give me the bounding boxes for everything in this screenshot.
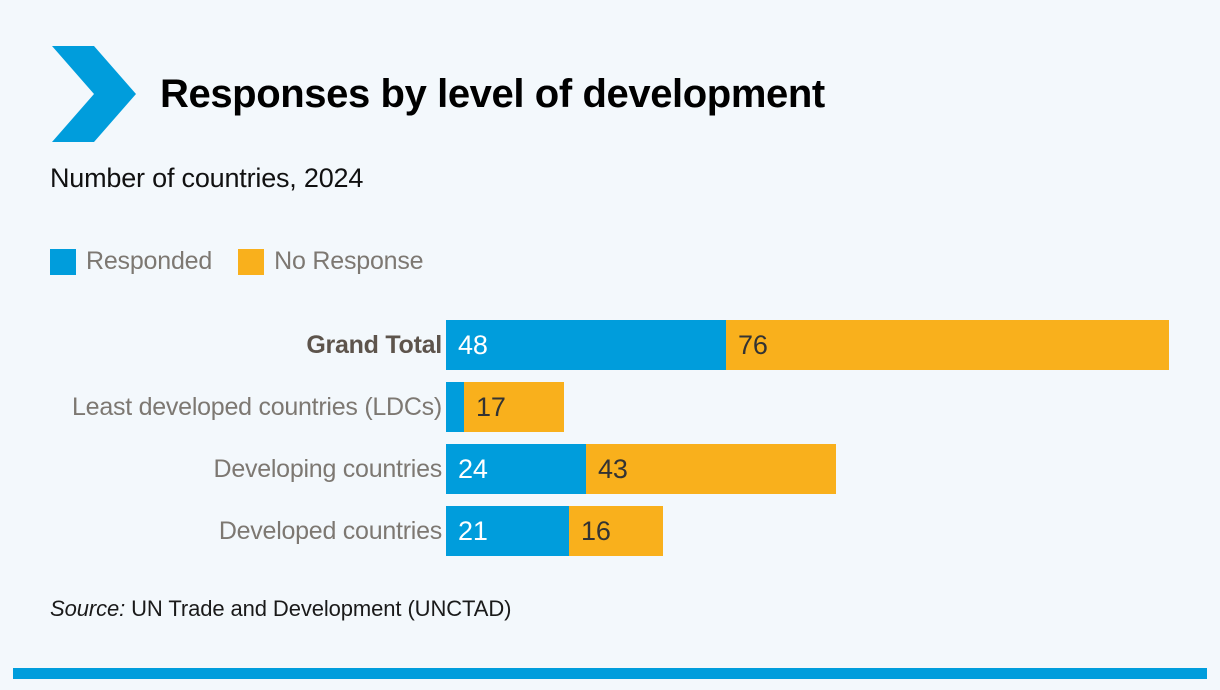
bar-segment-no-response[interactable]: 16 xyxy=(569,506,663,556)
source-note: Source: UN Trade and Development (UNCTAD… xyxy=(50,596,511,622)
bar-track-developed: 21 16 xyxy=(446,506,663,556)
bar-row-label-grand-total: Grand Total xyxy=(306,331,442,359)
legend-swatch-responded xyxy=(50,248,76,275)
footer-rule xyxy=(13,668,1207,679)
stacked-bar-chart: Grand Total 48 76 Least developed countr… xyxy=(0,320,1220,568)
source-text: UN Trade and Development (UNCTAD) xyxy=(131,596,512,621)
bar-track-developing: 24 43 xyxy=(446,444,836,494)
chevron-right-icon xyxy=(52,46,136,142)
chart-header: Responses by level of development xyxy=(50,44,825,144)
chart-subtitle: Number of countries, 2024 xyxy=(50,163,364,193)
bar-row: Least developed countries (LDCs) 17 xyxy=(0,382,1220,444)
bar-segment-value: 16 xyxy=(581,515,611,546)
legend-label-no-response: No Response xyxy=(274,247,424,275)
bar-segment-no-response[interactable]: 17 xyxy=(464,382,564,432)
legend-item-no-response[interactable]: No Response xyxy=(238,247,424,276)
bar-row-label-ldcs: Least developed countries (LDCs) xyxy=(72,393,442,421)
page-title: Responses by level of development xyxy=(160,72,825,116)
bar-track-ldcs: 17 xyxy=(446,382,564,432)
bar-row: Developing countries 24 43 xyxy=(0,444,1220,506)
bar-row-label-developed: Developed countries xyxy=(218,517,442,545)
bar-segment-value: 17 xyxy=(476,391,506,422)
bar-row: Grand Total 48 76 xyxy=(0,320,1220,382)
bar-track-grand-total: 48 76 xyxy=(446,320,1169,370)
bar-segment-responded[interactable]: 21 xyxy=(446,506,569,556)
bar-row-label-developing: Developing countries xyxy=(213,455,443,483)
bar-segment-responded[interactable]: 24 xyxy=(446,444,586,494)
bar-segment-value: 43 xyxy=(598,453,628,484)
bar-row: Developed countries 21 16 xyxy=(0,506,1220,568)
bar-segment-value: 48 xyxy=(458,329,488,360)
bar-segment-no-response[interactable]: 43 xyxy=(586,444,836,494)
bar-segment-responded[interactable]: 48 xyxy=(446,320,726,370)
bar-segment-no-response[interactable]: 76 xyxy=(726,320,1169,370)
source-label: Source: xyxy=(50,596,126,621)
legend-swatch-no-response xyxy=(238,248,265,275)
bar-segment-responded[interactable] xyxy=(446,382,464,432)
bar-segment-value: 21 xyxy=(458,515,488,546)
bar-segment-value: 76 xyxy=(738,329,768,360)
legend-item-responded[interactable]: Responded xyxy=(50,247,212,276)
chart-legend: Responded No Response xyxy=(50,247,424,276)
bar-segment-value: 24 xyxy=(458,453,488,484)
legend-label-responded: Responded xyxy=(86,247,213,275)
